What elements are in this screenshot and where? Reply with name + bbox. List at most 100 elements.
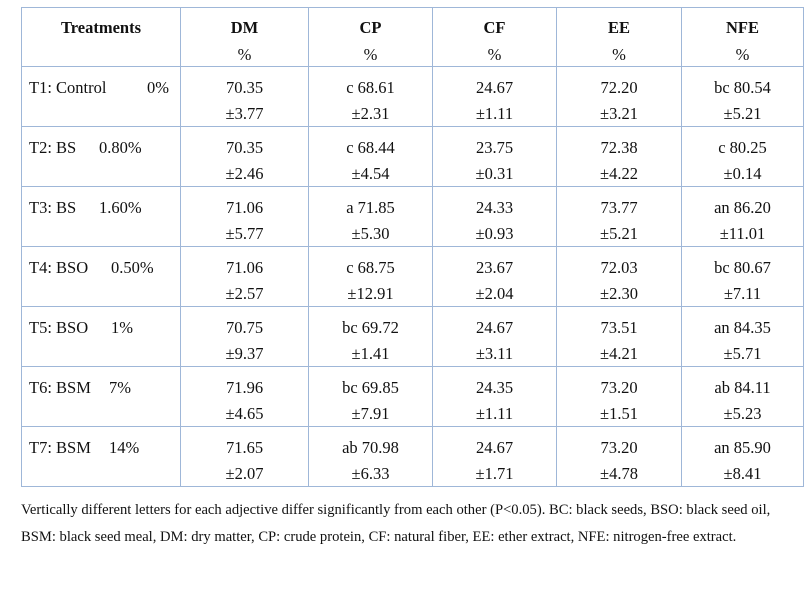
value: 23.67 bbox=[475, 258, 514, 277]
treatment-name: T2: BS bbox=[29, 138, 77, 157]
sd: ±1.41 bbox=[351, 344, 390, 363]
value: ab 84.11 bbox=[714, 378, 771, 397]
header-nfe: NFE % bbox=[681, 7, 804, 67]
value: 72.20 bbox=[600, 78, 638, 97]
cp-cell: ab 70.98 ±6.33 bbox=[308, 426, 433, 487]
dm-cell: 70.35 ±3.77 bbox=[180, 66, 309, 127]
sd: ±6.33 bbox=[351, 464, 390, 483]
sd: ±5.71 bbox=[723, 344, 762, 363]
cp-cell: c 68.75 ±12.91 bbox=[308, 246, 433, 307]
ee-cell: 72.20 ±3.21 bbox=[556, 66, 682, 127]
treatment-level: 1% bbox=[111, 318, 133, 337]
sd: ±7.11 bbox=[723, 284, 762, 303]
cf-cell: 23.67 ±2.04 bbox=[432, 246, 557, 307]
cp-cell: c 68.61 ±2.31 bbox=[308, 66, 433, 127]
nfe-cell: c 80.25 ±0.14 bbox=[681, 126, 804, 187]
treatment-name: T3: BS bbox=[29, 198, 77, 217]
treatment-name: T4: BSO bbox=[29, 258, 89, 277]
treatment-cell: T6: BSM 7% bbox=[21, 366, 181, 427]
cf-cell: 24.35 ±1.11 bbox=[432, 366, 557, 427]
sd: ±4.22 bbox=[600, 164, 638, 183]
sd: ±1.51 bbox=[600, 404, 638, 423]
value: 71.65 bbox=[225, 438, 264, 457]
cf-cell: 24.67 ±1.71 bbox=[432, 426, 557, 487]
cp-cell: bc 69.85 ±7.91 bbox=[308, 366, 433, 427]
sd: ±4.54 bbox=[351, 164, 390, 183]
value: a 71.85 bbox=[346, 198, 395, 217]
value: bc 80.54 bbox=[714, 78, 771, 97]
value: 70.35 bbox=[225, 78, 264, 97]
nfe-cell: an 85.90 ±8.41 bbox=[681, 426, 804, 487]
value: 71.96 bbox=[225, 378, 264, 397]
value: 24.33 bbox=[475, 198, 514, 217]
value: an 86.20 bbox=[714, 198, 771, 217]
treatment-name: T1: Control bbox=[29, 78, 107, 97]
treatment-cell: T2: BS 0.80% bbox=[21, 126, 181, 187]
value: 24.67 bbox=[475, 78, 514, 97]
sd: ±0.93 bbox=[475, 224, 514, 243]
treatment-cell: T5: BSO 1% bbox=[21, 306, 181, 367]
header-cf-unit: % bbox=[487, 45, 502, 64]
treatment-cell: T4: BSO 0.50% bbox=[21, 246, 181, 307]
treatment-name: T7: BSM bbox=[29, 438, 91, 457]
table-row: T6: BSM 7% 71.96 ±4.65 bc 69.85 ±7.91 24.35… bbox=[21, 366, 804, 427]
sd: ±3.11 bbox=[475, 344, 514, 363]
dm-cell: 71.06 ±5.77 bbox=[180, 186, 309, 247]
sd: ±1.11 bbox=[475, 104, 514, 123]
treatment-level: 0.80% bbox=[99, 138, 142, 157]
treatment-level: 0.50% bbox=[111, 258, 154, 277]
header-ee: EE % bbox=[556, 7, 682, 67]
nfe-cell: bc 80.67 ±7.11 bbox=[681, 246, 804, 307]
value: 70.75 bbox=[225, 318, 264, 337]
sd: ±1.11 bbox=[475, 404, 514, 423]
sd: ±11.01 bbox=[719, 224, 766, 243]
sd: ±1.71 bbox=[475, 464, 514, 483]
value: 73.20 bbox=[600, 438, 638, 457]
value: 24.35 bbox=[475, 378, 514, 397]
cf-cell: 24.67 ±1.11 bbox=[432, 66, 557, 127]
sd: ±3.21 bbox=[600, 104, 638, 123]
nutrient-composition-table: Treatments DM % CP % CF % EE % NFE % bbox=[21, 7, 804, 487]
value: c 68.75 bbox=[346, 258, 395, 277]
header-treatments: Treatments bbox=[21, 7, 181, 67]
header-cf-label: CF bbox=[483, 18, 506, 37]
ee-cell: 73.20 ±1.51 bbox=[556, 366, 682, 427]
dm-cell: 71.96 ±4.65 bbox=[180, 366, 309, 427]
table-row: T7: BSM 14% 71.65 ±2.07 ab 70.98 ±6.33 24.6… bbox=[21, 426, 804, 487]
treatment-level: 0% bbox=[147, 78, 169, 97]
cp-cell: c 68.44 ±4.54 bbox=[308, 126, 433, 187]
treatment-cell: T1: Control 0% bbox=[21, 66, 181, 127]
ee-cell: 73.51 ±4.21 bbox=[556, 306, 682, 367]
cf-cell: 23.75 ±0.31 bbox=[432, 126, 557, 187]
sd: ±7.91 bbox=[351, 404, 390, 423]
value: 72.38 bbox=[600, 138, 638, 157]
sd: ±8.41 bbox=[723, 464, 762, 483]
value: bc 69.72 bbox=[342, 318, 399, 337]
cf-cell: 24.67 ±3.11 bbox=[432, 306, 557, 367]
table-row: T5: BSO 1% 70.75 ±9.37 bc 69.72 ±1.41 24.67… bbox=[21, 306, 804, 367]
value: 73.77 bbox=[600, 198, 638, 217]
sd: ±2.04 bbox=[475, 284, 514, 303]
cf-cell: 24.33 ±0.93 bbox=[432, 186, 557, 247]
table-body: T1: Control 0% 70.35 ±3.77 c 68.61 ±2.31 24… bbox=[21, 66, 804, 487]
sd: ±4.65 bbox=[225, 404, 264, 423]
value: c 68.61 bbox=[346, 78, 395, 97]
treatment-name: T5: BSO bbox=[29, 318, 89, 337]
sd: ±4.21 bbox=[600, 344, 638, 363]
header-dm-unit: % bbox=[237, 45, 252, 64]
table-footnote: Vertically different letters for each ad… bbox=[21, 502, 771, 545]
value: 72.03 bbox=[600, 258, 638, 277]
nfe-cell: an 84.35 ±5.71 bbox=[681, 306, 804, 367]
header-cp-unit: % bbox=[363, 45, 378, 64]
sd: ±5.77 bbox=[225, 224, 264, 243]
value: an 84.35 bbox=[714, 318, 771, 337]
header-dm-label: DM bbox=[230, 18, 259, 37]
value: ab 70.98 bbox=[342, 438, 399, 457]
ee-cell: 72.03 ±2.30 bbox=[556, 246, 682, 307]
value: 23.75 bbox=[475, 138, 514, 157]
cp-cell: bc 69.72 ±1.41 bbox=[308, 306, 433, 367]
header-dm: DM % bbox=[180, 7, 309, 67]
dm-cell: 70.35 ±2.46 bbox=[180, 126, 309, 187]
treatment-level: 14% bbox=[109, 438, 140, 457]
sd: ±2.31 bbox=[351, 104, 390, 123]
